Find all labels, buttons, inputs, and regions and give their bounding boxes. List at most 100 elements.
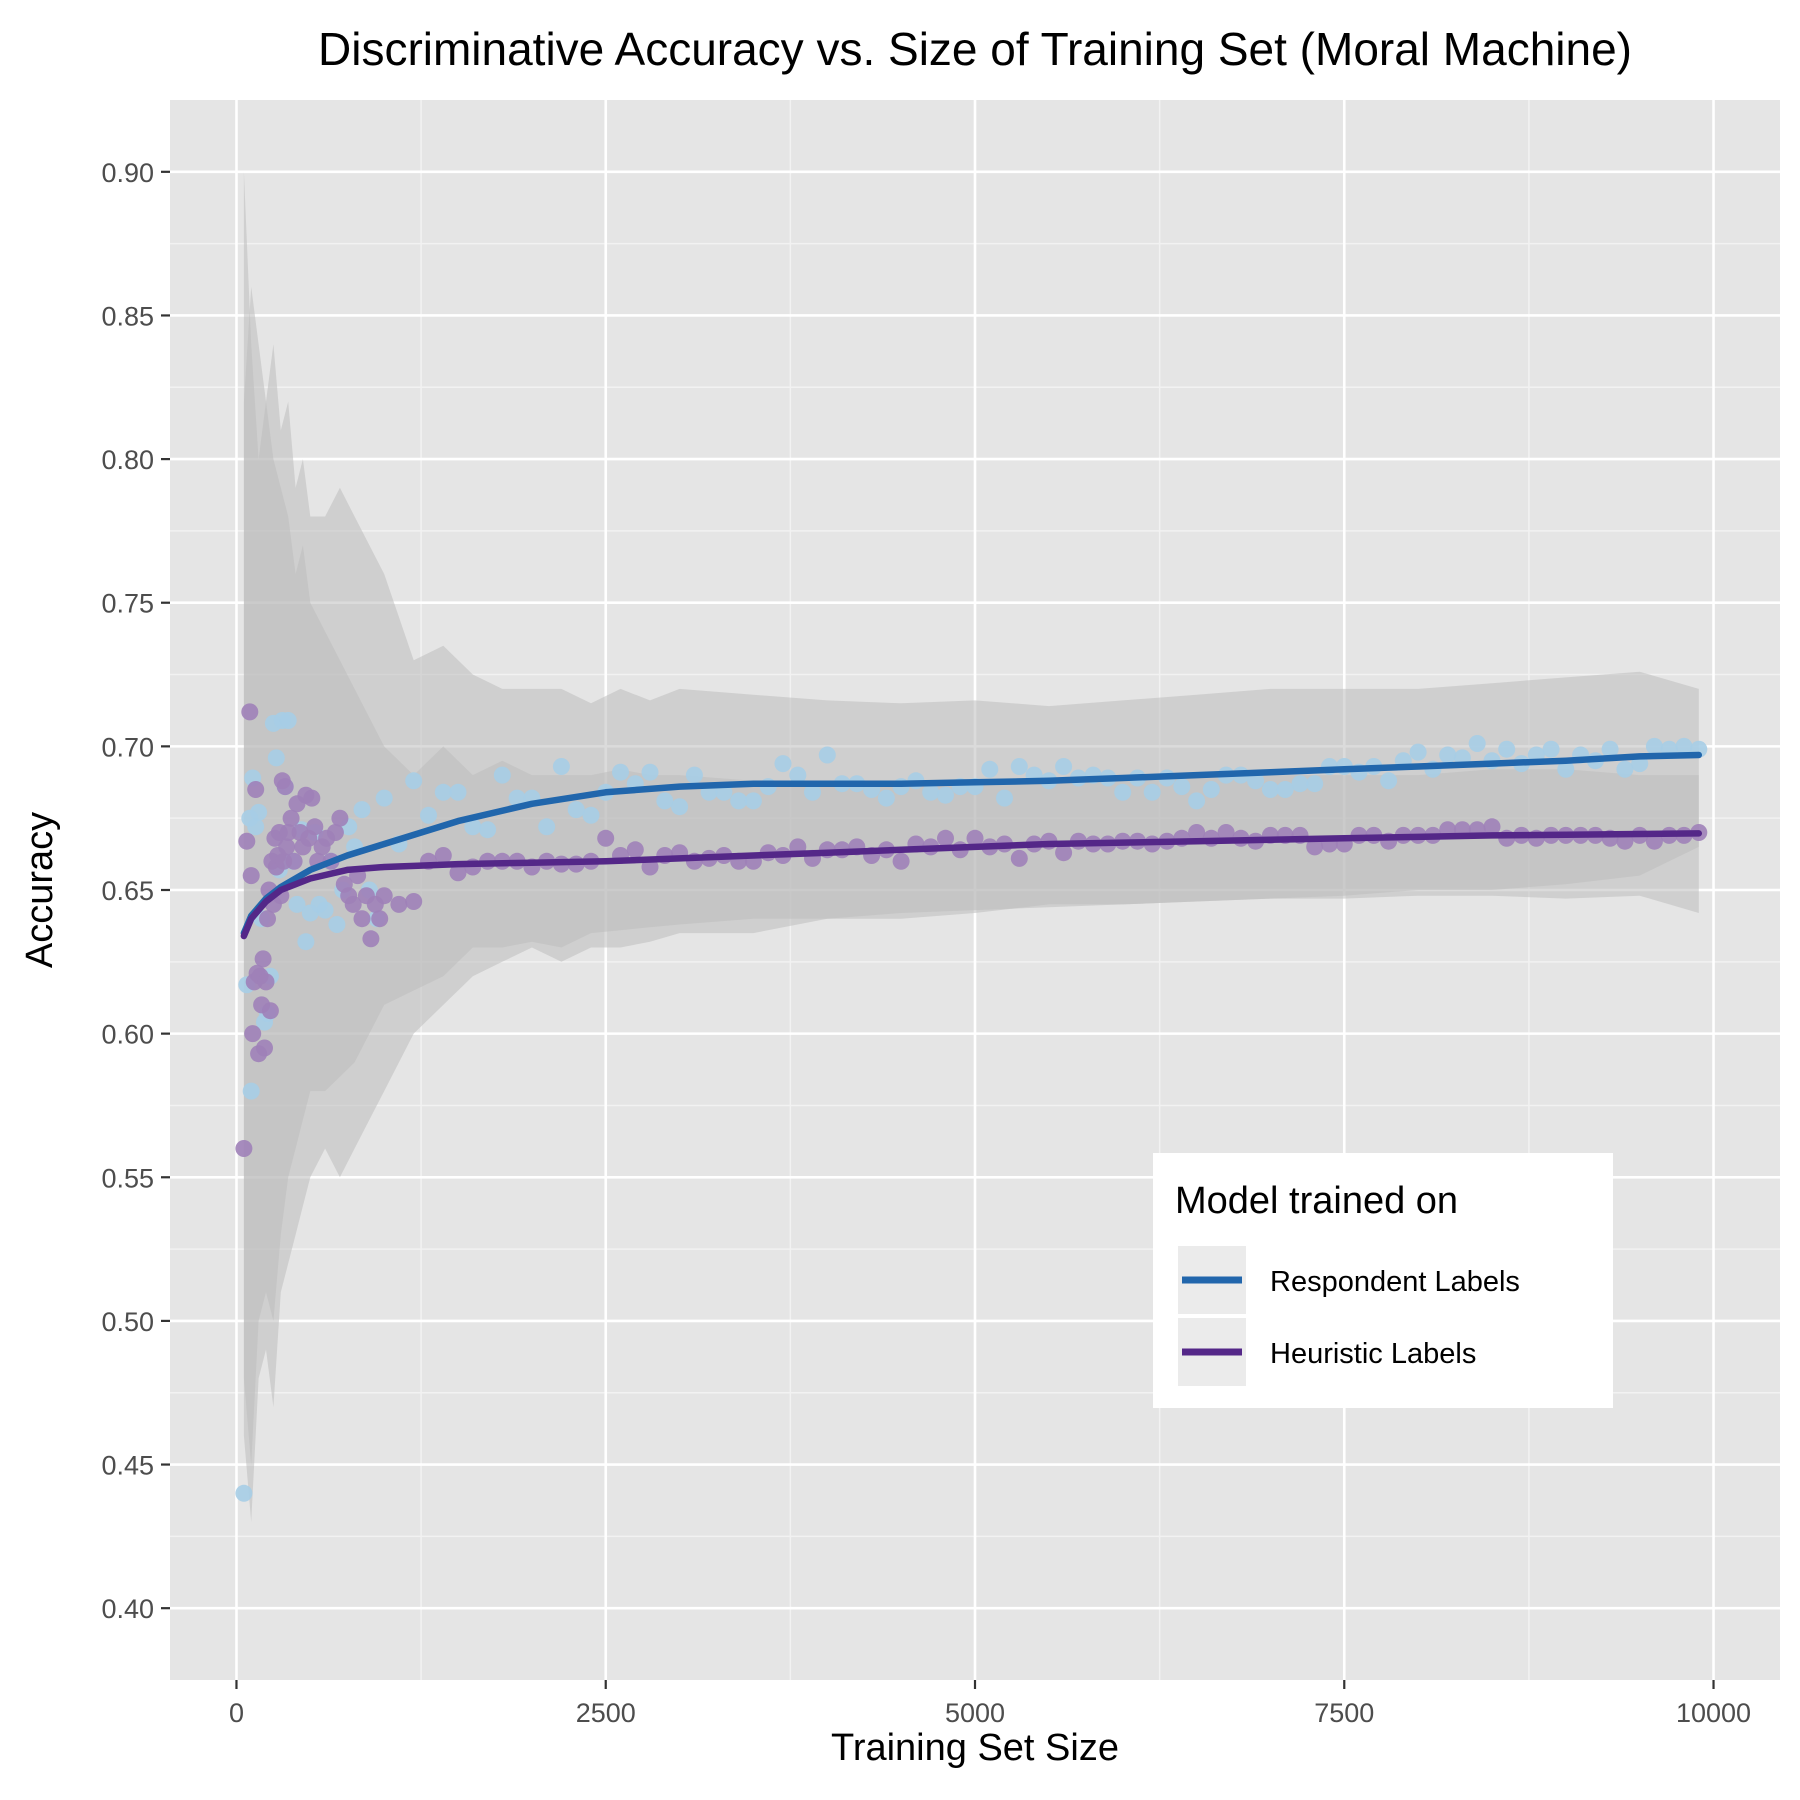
y-tick-label: 0.65 [101, 876, 154, 906]
point-respondent [288, 895, 306, 913]
point-heuristic [362, 930, 380, 948]
point-heuristic [326, 824, 344, 841]
point-respondent [434, 783, 452, 801]
point-respondent [656, 792, 674, 810]
point-respondent [479, 821, 497, 839]
smooth-line-heuristic [240, 830, 1703, 940]
point-respondent [1188, 792, 1206, 810]
point-respondent [582, 806, 600, 824]
y-tick-label: 0.70 [101, 732, 154, 762]
x-tick-label: 7500 [1314, 1698, 1374, 1728]
point-heuristic [247, 781, 265, 798]
point-heuristic [1010, 849, 1028, 867]
point-respondent [877, 789, 895, 807]
point-heuristic [235, 1140, 253, 1157]
point-respondent [449, 783, 467, 801]
point-heuristic [405, 893, 423, 910]
point-respondent [464, 818, 482, 836]
point-respondent [671, 798, 689, 816]
point-respondent [1261, 781, 1279, 798]
point-respondent [508, 789, 526, 807]
point-respondent [996, 789, 1013, 807]
point-heuristic [390, 895, 408, 913]
point-respondent [552, 758, 570, 775]
y-axis-title: Accuracy [19, 812, 61, 968]
point-respondent [1173, 778, 1191, 796]
point-heuristic [238, 832, 256, 850]
x-tick-label: 10000 [1676, 1698, 1751, 1728]
point-heuristic [1188, 824, 1206, 841]
legend-title: Model trained on [1175, 1180, 1458, 1222]
point-respondent [612, 763, 629, 781]
point-respondent [328, 916, 346, 933]
point-heuristic [966, 829, 984, 847]
point-heuristic [278, 838, 296, 856]
y-tick-label: 0.60 [101, 1020, 154, 1050]
point-heuristic [434, 847, 452, 864]
point-heuristic [282, 809, 300, 827]
point-respondent [250, 803, 268, 821]
point-respondent [297, 933, 315, 951]
point-respondent [1380, 772, 1398, 790]
y-tick-label: 0.55 [101, 1163, 154, 1193]
y-tick-label: 0.75 [101, 589, 154, 619]
point-heuristic [375, 887, 393, 905]
point-respondent [789, 766, 807, 784]
y-tick-label: 0.45 [101, 1451, 154, 1481]
point-respondent [1645, 737, 1663, 755]
point-respondent [375, 789, 393, 807]
point-heuristic [303, 789, 321, 807]
point-heuristic [371, 910, 389, 928]
point-heuristic [259, 910, 276, 928]
point-respondent [1276, 781, 1294, 798]
point-heuristic [449, 864, 467, 882]
smooth-line-respondent [240, 751, 1703, 937]
point-heuristic [1483, 818, 1501, 836]
point-respondent [641, 763, 659, 781]
point-heuristic [279, 824, 297, 841]
legend: Model trained on Respondent Labels Heuri… [1153, 1153, 1613, 1408]
point-heuristic [285, 852, 303, 870]
y-tick-label: 0.50 [101, 1307, 154, 1337]
point-heuristic [892, 852, 910, 870]
point-respondent [818, 746, 836, 764]
point-respondent [1498, 740, 1516, 758]
point-respondent [730, 792, 748, 810]
legend-label-heuristic: Heuristic Labels [1270, 1338, 1476, 1370]
point-heuristic [254, 950, 272, 968]
point-heuristic [261, 1002, 279, 1020]
point-respondent [242, 1082, 260, 1100]
point-respondent [1439, 746, 1457, 764]
point-respondent [1675, 737, 1693, 755]
point-respondent [774, 755, 792, 773]
point-respondent [1601, 740, 1619, 758]
point-respondent [1055, 758, 1073, 775]
x-axis-title: Training Set Size [831, 1727, 1119, 1769]
point-respondent [316, 901, 334, 919]
point-respondent [1291, 775, 1309, 793]
point-respondent [804, 783, 821, 801]
point-heuristic [1055, 844, 1073, 862]
point-respondent [1557, 760, 1575, 778]
y-tick-label: 0.90 [101, 158, 154, 188]
x-tick-label: 0 [229, 1698, 244, 1728]
point-heuristic [344, 895, 362, 913]
point-respondent [1306, 775, 1324, 793]
point-respondent [1409, 743, 1427, 761]
point-respondent [247, 818, 265, 836]
point-heuristic [353, 910, 371, 928]
legend-label-respondent: Respondent Labels [1270, 1266, 1520, 1298]
y-tick-label: 0.80 [101, 445, 154, 475]
point-heuristic [597, 829, 615, 847]
confidence-bands [243, 171, 1699, 1523]
point-respondent [493, 766, 511, 784]
point-respondent [279, 712, 297, 729]
axes: 0 2500 5000 7500 10000 0.40 0.45 0.50 0.55 0.60 0.… [101, 158, 1751, 1728]
x-tick-label: 5000 [945, 1698, 1005, 1728]
x-tick-label: 2500 [576, 1698, 636, 1728]
chart-title: Discriminative Accuracy vs. Size of Trai… [318, 23, 1632, 75]
point-heuristic [306, 818, 324, 836]
band-heuristic [243, 171, 1699, 1465]
point-respondent [1542, 740, 1560, 758]
point-respondent [1010, 758, 1028, 775]
